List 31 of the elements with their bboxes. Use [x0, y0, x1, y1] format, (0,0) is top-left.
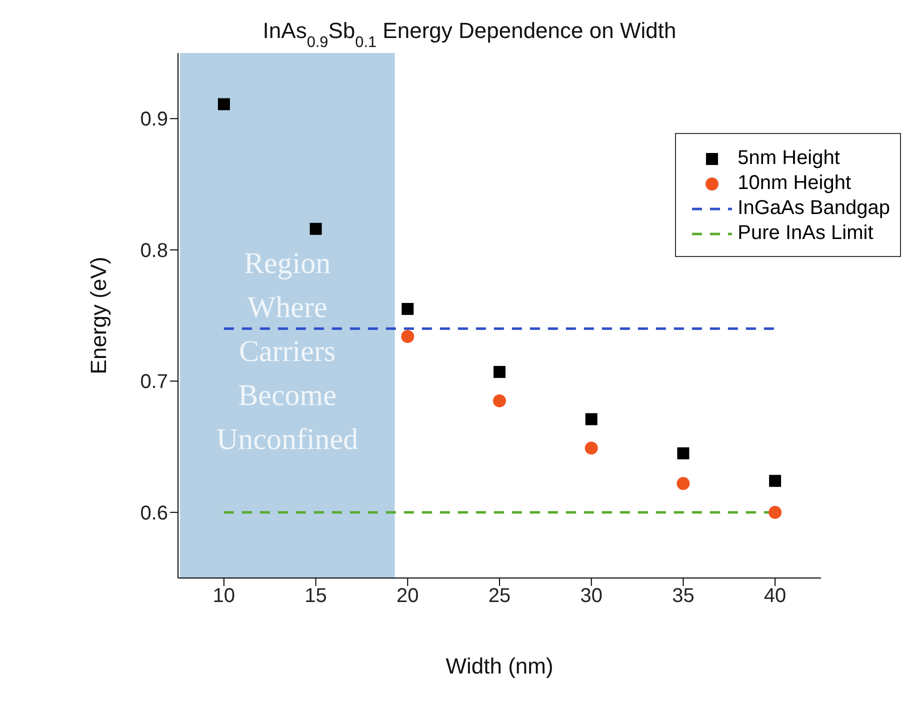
y-axis-title: Energy (eV)	[86, 256, 111, 374]
legend-label: 5nm Height	[738, 146, 840, 171]
x-tick-label: 10	[212, 585, 236, 608]
x-tick-label: 20	[396, 585, 419, 608]
band-label: Region Where Carriers Become Unconfined	[216, 247, 358, 456]
y-tick-label: 0.7	[140, 371, 168, 394]
y-tick-label: 0.6	[140, 502, 168, 524]
point	[401, 330, 414, 343]
legend-label: InGaAs Bandgap	[738, 196, 890, 221]
x-axis-title: Width (nm)	[446, 654, 554, 679]
point	[769, 474, 782, 487]
point	[402, 302, 414, 315]
x-tick-label: 35	[672, 585, 694, 608]
y-tick-label: 0.8	[140, 240, 168, 262]
x-tick-label: 25	[488, 585, 511, 608]
point	[676, 477, 690, 490]
x-tick-label: 30	[580, 585, 602, 608]
legend-label: 10nm Height	[738, 171, 852, 196]
point	[494, 366, 506, 378]
point	[493, 394, 506, 408]
point	[218, 98, 230, 110]
x-tick-label: 15	[304, 585, 327, 608]
x-tick-label: 40	[764, 585, 786, 608]
point	[677, 447, 690, 460]
point	[310, 222, 322, 235]
point	[585, 413, 598, 426]
legend-label: Pure InAs Limit	[738, 221, 874, 246]
y-tick-label: 0.9	[140, 108, 168, 131]
chart-title: InAs$_{0.9}$Sb$_{0.1}$ Energy Dependence on Width	[262, 18, 676, 50]
point	[584, 442, 598, 455]
point	[768, 506, 782, 519]
